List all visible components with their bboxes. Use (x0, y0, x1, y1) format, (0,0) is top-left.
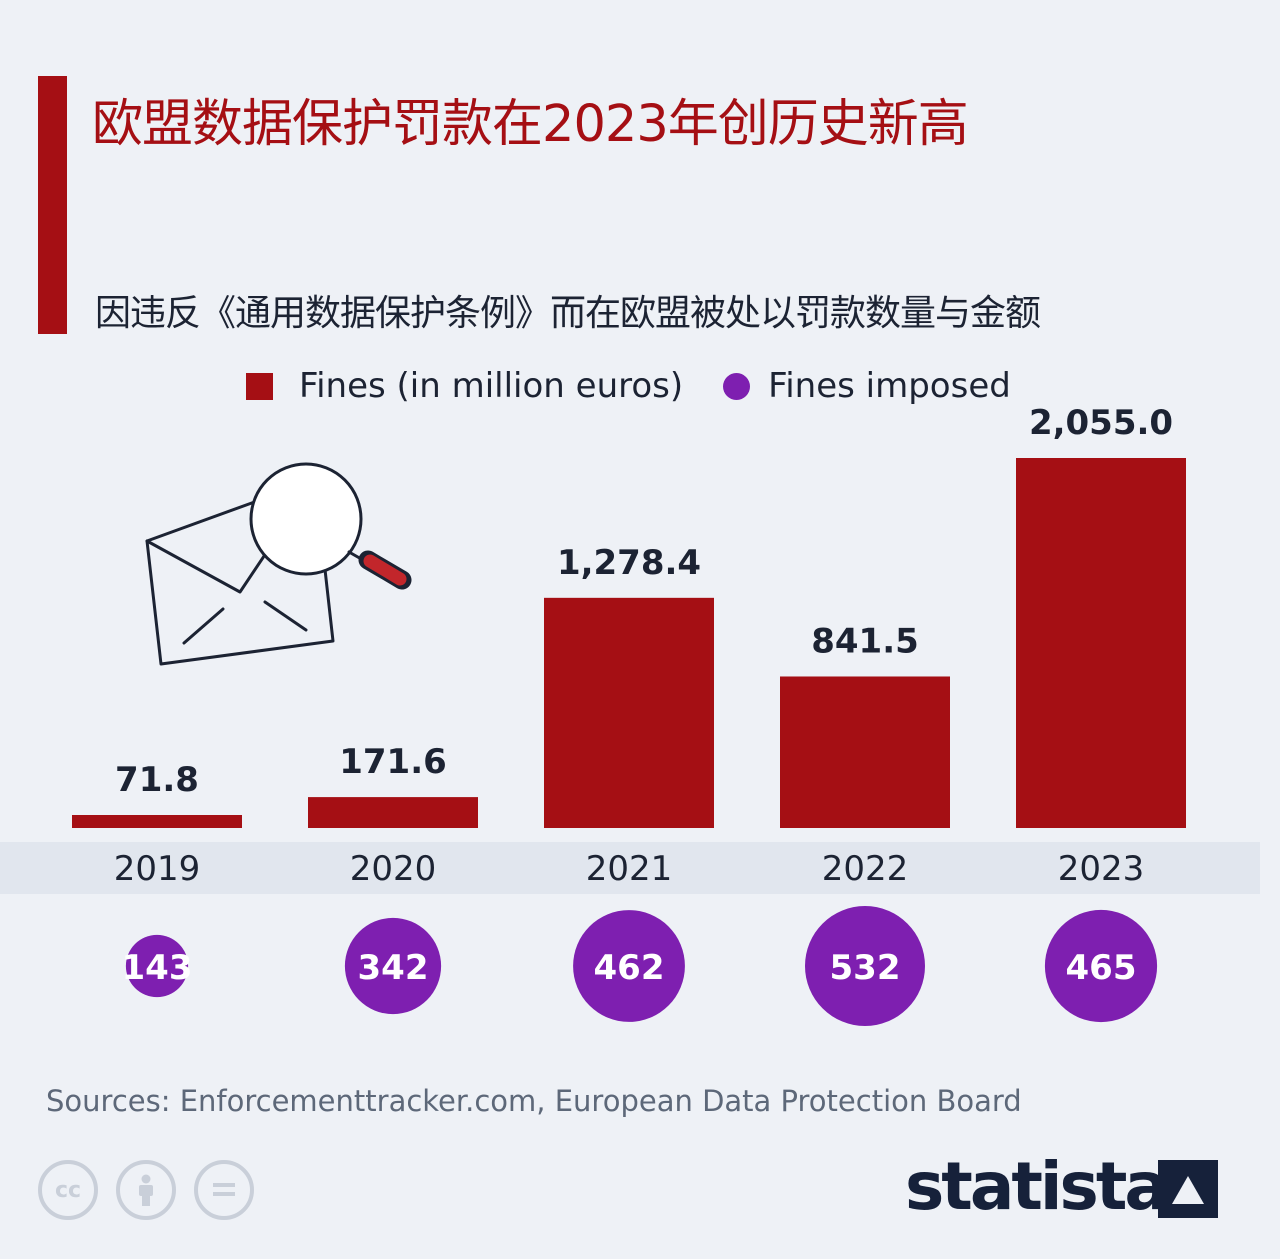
legend-swatch-fines (246, 372, 273, 400)
attribution-icon (116, 1160, 176, 1220)
statista-mark-icon (1158, 1160, 1218, 1218)
legend-label-imposed: Fines imposed (768, 366, 1011, 406)
bar-value-label-2023: 2,055.0 (1029, 403, 1173, 443)
bubble-label-2021: 462 (594, 948, 665, 988)
bubble-2023 (1044, 909, 1158, 1023)
chart-subtitle: 因违反《通用数据保护条例》而在欧盟被处以罚款数量与金额 (95, 293, 1041, 334)
bar-2022 (780, 676, 950, 828)
year-axis-band (0, 842, 1260, 894)
bubble-label-2019: 143 (122, 948, 193, 988)
legend-swatch-imposed (723, 372, 751, 400)
bar-value-label-2019: 71.8 (115, 760, 199, 800)
statista-logo: statista (905, 1148, 1169, 1225)
bubble-2021 (573, 910, 685, 1022)
chart-title: 欧盟数据保护罚款在2023年创历史新高 (92, 95, 969, 154)
envelope-search-icon (145, 462, 412, 666)
x-tick-label-2023: 2023 (1058, 849, 1145, 889)
x-tick-label-2021: 2021 (586, 849, 673, 889)
sources-note: Sources: Enforcementtracker.com, Europea… (46, 1084, 1022, 1118)
no-derivatives-icon (194, 1160, 254, 1220)
cc-icon: cc (38, 1160, 98, 1220)
bar-2019 (72, 815, 242, 828)
title-accent-bar (38, 76, 67, 334)
bars: 71.8 2019 143 171.6 2020 342 1,278.4 2021 462 841… (72, 403, 1186, 1026)
bar-value-label-2021: 1,278.4 (557, 543, 701, 583)
x-tick-label-2019: 2019 (114, 849, 201, 889)
bar-value-label-2020: 171.6 (339, 742, 447, 782)
x-tick-label-2022: 2022 (822, 849, 909, 889)
x-tick-label-2020: 2020 (350, 849, 437, 889)
legend: Fines (in million euros) Fines imposed (246, 366, 1011, 406)
bar-value-label-2022: 841.5 (811, 621, 919, 661)
license-icons: cc (38, 1160, 272, 1220)
bubble-label-2022: 532 (830, 948, 901, 988)
person-glyph (139, 1174, 153, 1206)
bubble-label-2020: 342 (358, 948, 429, 988)
bubble-label-2023: 465 (1066, 948, 1137, 988)
bar-2023 (1016, 458, 1186, 828)
bar-2021 (544, 597, 714, 828)
bubble-2020 (344, 917, 442, 1015)
bar-2020 (308, 797, 478, 828)
bubble-2022 (805, 906, 925, 1026)
bubble-2019 (125, 934, 189, 998)
equals-glyph (213, 1183, 235, 1196)
legend-label-fines: Fines (in million euros) (299, 366, 684, 406)
